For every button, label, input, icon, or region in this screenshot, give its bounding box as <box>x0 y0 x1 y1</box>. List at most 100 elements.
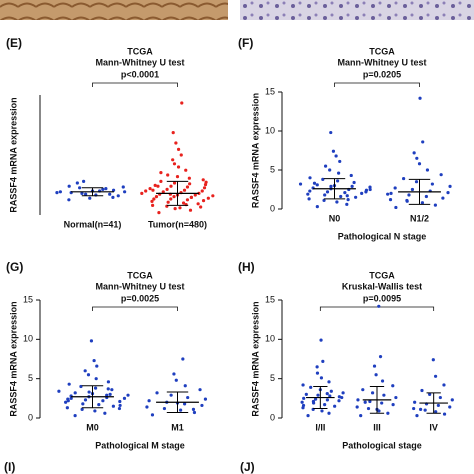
data-point <box>345 202 349 206</box>
significance-bracket <box>92 82 178 87</box>
sd-bar <box>313 386 328 410</box>
data-point <box>343 191 347 195</box>
data-point <box>58 190 62 194</box>
data-point <box>418 407 423 411</box>
data-point <box>172 181 177 185</box>
data-point <box>329 184 333 188</box>
data-point <box>166 200 170 204</box>
data-point <box>101 187 105 191</box>
data-point <box>172 162 177 166</box>
data-point <box>306 192 310 196</box>
data-point <box>323 164 328 168</box>
data-point <box>393 186 397 190</box>
data-point <box>81 402 85 406</box>
x-tick-label: I/II <box>315 422 325 432</box>
data-point <box>374 373 378 377</box>
data-point <box>337 399 341 403</box>
data-point <box>368 185 372 189</box>
data-point <box>446 191 450 195</box>
x-tick-label: III <box>373 422 381 432</box>
data-point <box>162 406 167 411</box>
data-point <box>150 413 155 417</box>
data-point <box>394 395 398 400</box>
data-point <box>359 414 363 418</box>
data-point <box>206 196 210 200</box>
data-point <box>417 162 422 166</box>
y-tick-label: 15 <box>23 294 33 304</box>
data-point <box>410 187 415 192</box>
data-point <box>151 188 155 192</box>
data-point <box>83 369 87 373</box>
data-point <box>380 401 384 405</box>
data-point <box>311 399 316 404</box>
chart-subtitle: Mann-Whitney U test <box>96 57 185 67</box>
significance-bracket <box>334 82 420 87</box>
data-point <box>334 154 338 158</box>
data-point <box>394 205 398 210</box>
data-point <box>306 414 310 418</box>
data-point <box>79 384 83 389</box>
data-point <box>366 406 371 411</box>
data-point <box>189 195 193 199</box>
data-point <box>430 182 434 186</box>
data-point <box>117 406 122 411</box>
chart-subtitle: Kruskal-Wallis test <box>342 281 422 291</box>
data-point <box>108 192 112 196</box>
data-point <box>182 188 187 192</box>
data-point <box>203 397 208 401</box>
data-point <box>412 151 416 155</box>
data-point <box>110 388 114 392</box>
y-tick-label: 15 <box>265 294 275 304</box>
data-point <box>78 186 82 190</box>
x-axis-label: Pathological stage <box>342 440 422 450</box>
data-point <box>111 404 115 408</box>
data-point <box>147 399 151 403</box>
data-point <box>93 386 98 390</box>
data-point <box>155 391 159 395</box>
data-point <box>150 199 154 203</box>
data-point <box>156 184 160 188</box>
data-point <box>431 358 435 362</box>
data-point <box>122 396 127 400</box>
data-point <box>188 182 192 186</box>
data-point <box>323 193 327 197</box>
data-point <box>418 96 422 100</box>
data-point <box>391 384 395 388</box>
data-point <box>337 395 341 399</box>
data-point <box>64 400 68 404</box>
data-point <box>316 393 320 397</box>
data-point <box>106 380 111 384</box>
sd-bar <box>166 180 189 206</box>
data-point <box>95 364 99 368</box>
data-point <box>320 409 324 413</box>
data-point <box>337 171 341 175</box>
data-point <box>382 393 386 397</box>
panel-label: (F) <box>238 36 253 50</box>
data-point <box>298 182 303 186</box>
data-point <box>391 403 395 407</box>
data-point <box>86 373 91 377</box>
y-tick-label: 5 <box>270 164 275 174</box>
data-point <box>308 189 312 193</box>
data-point <box>329 130 333 135</box>
y-axis-label: RASSF4 mRNA expression <box>8 301 18 416</box>
data-point <box>307 197 311 201</box>
data-point <box>368 399 372 404</box>
data-point <box>321 359 325 363</box>
data-point <box>69 396 73 400</box>
data-point <box>315 205 319 209</box>
data-point <box>439 173 443 177</box>
data-point <box>372 364 377 368</box>
data-point <box>200 403 204 408</box>
data-point <box>196 202 200 206</box>
y-tick-label: 15 <box>265 86 275 96</box>
y-tick-label: 0 <box>28 412 33 422</box>
data-point <box>184 168 188 172</box>
data-point <box>319 376 324 380</box>
data-point <box>200 189 204 193</box>
data-point <box>178 206 182 210</box>
sd-bar <box>81 187 104 197</box>
data-point <box>360 191 364 195</box>
data-point <box>181 201 186 205</box>
data-point <box>386 192 390 196</box>
